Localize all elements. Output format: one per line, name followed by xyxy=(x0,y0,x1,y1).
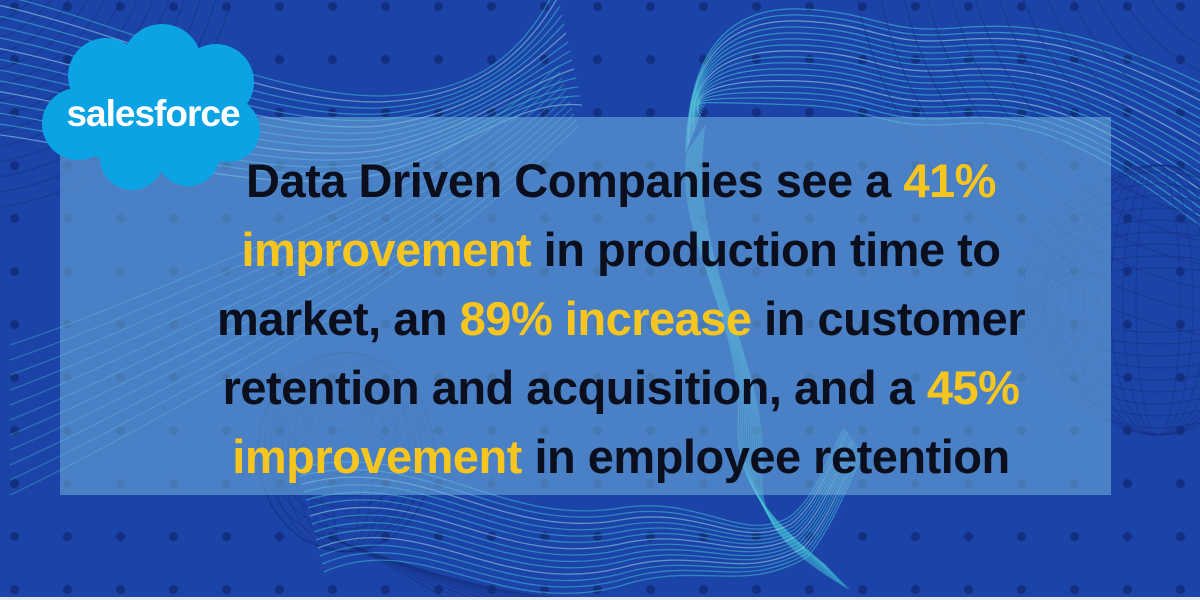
statement-segment: in employee retention xyxy=(521,430,1010,483)
statement-highlight-segment: improvement xyxy=(232,430,522,483)
statement-line: retention and acquisition, and a 45% xyxy=(46,353,1196,422)
statement-line: improvement in employee retention xyxy=(46,422,1196,491)
statement-line: Data Driven Companies see a 41% xyxy=(46,146,1196,215)
statement-panel xyxy=(60,117,1111,495)
statement-highlight-segment: improvement xyxy=(241,223,532,276)
salesforce-logo: salesforce xyxy=(42,24,260,190)
statement-segment: retention and acquisition, and a xyxy=(222,361,927,414)
statement-segment: in production time to xyxy=(531,223,1001,276)
salesforce-cloud-icon xyxy=(42,24,260,190)
statement-highlight-segment: 45% xyxy=(926,361,1020,414)
statement-text: Data Driven Companies see a 41% improveme… xyxy=(46,146,1196,491)
statement-highlight-segment: 41% xyxy=(903,154,996,207)
statement-highlight-segment: 89% increase xyxy=(459,292,752,345)
statement-segment: Data Driven Companies see a xyxy=(246,154,904,207)
statement-line: market, an 89% increase in customer xyxy=(46,284,1196,353)
statement-segment: in customer xyxy=(751,292,1026,345)
statement-line: improvement in production time to xyxy=(46,215,1196,284)
salesforce-wordmark: salesforce xyxy=(66,93,239,134)
statement-segment: market, an xyxy=(216,292,460,345)
bottom-edge-strip xyxy=(0,597,1200,600)
